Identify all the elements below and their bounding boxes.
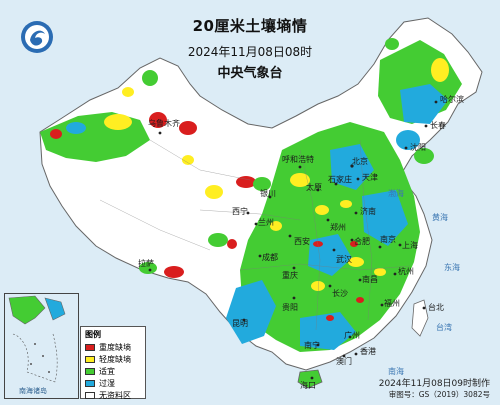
label-lhasa: 拉萨 — [138, 259, 154, 268]
label-xining: 西宁 — [232, 207, 248, 216]
label-hefei: 合肥 — [354, 237, 370, 246]
city-dots — [148, 100, 438, 380]
label-changchun: 长春 — [430, 121, 446, 130]
legend-label-suitable: 适宜 — [99, 366, 115, 376]
label-changsha: 长沙 — [332, 289, 348, 298]
sea-label-taiwan: 台湾 — [436, 323, 452, 332]
label-guiyang: 贵阳 — [282, 303, 298, 312]
issue-time: 2024年11月08日09时制作 — [378, 379, 490, 389]
province-borders — [99, 139, 411, 331]
legend-item-excessive: 过湿 — [85, 377, 141, 389]
map-datetime: 2024年11月08日08时 — [187, 45, 313, 59]
legend-title: 图例 — [85, 330, 101, 339]
inset-map — [8, 295, 66, 383]
hainan-island — [297, 369, 323, 389]
legend-swatch-excessive — [85, 379, 95, 387]
label-shijiazhuang: 石家庄 — [328, 175, 352, 184]
west-plateau-patches — [139, 176, 271, 278]
label-kunming: 昆明 — [232, 319, 248, 328]
legend-item-suitable: 适宜 — [85, 365, 141, 377]
label-chongqing: 重庆 — [282, 271, 298, 280]
label-harbin: 哈尔滨 — [440, 95, 464, 104]
label-wuhan: 武汉 — [336, 255, 352, 264]
map-legend: 图例 重度缺墒 轻度缺墒 适宜 过湿 无资料区 — [80, 326, 146, 401]
legend-label-excessive: 过湿 — [99, 378, 115, 388]
legend-label-heavy-deficit: 重度缺墒 — [99, 342, 131, 352]
map-approval-number: 审图号：GS（2019）3082号 — [388, 390, 490, 399]
legend-swatch-light-deficit — [85, 355, 95, 363]
label-hongkong: 香港 — [360, 347, 376, 356]
legend-label-light-deficit: 轻度缺墒 — [99, 354, 131, 364]
sea-label-south-sea: 南海 — [388, 367, 404, 376]
legend-swatch-suitable — [85, 367, 95, 375]
eastern-china-patches — [226, 122, 420, 352]
sea-label-yellow-sea: 黄海 — [432, 213, 448, 222]
label-shanghai: 上海 — [402, 241, 418, 250]
northwest-patches — [40, 70, 223, 199]
label-nanjing: 南京 — [380, 235, 396, 244]
label-hangzhou: 杭州 — [398, 267, 414, 276]
label-shenyang: 沈阳 — [410, 143, 426, 152]
cma-logo-icon — [21, 21, 53, 53]
legend-label-no-data: 无资料区 — [99, 390, 131, 400]
legend-swatch-heavy-deficit — [85, 343, 95, 351]
legend-item-heavy-deficit: 重度缺墒 — [85, 341, 141, 353]
label-haikou: 海口 — [300, 381, 316, 390]
label-urumqi: 乌鲁木齐 — [148, 119, 180, 128]
legend-item-no-data: 无资料区 — [85, 389, 141, 401]
label-jinan: 济南 — [360, 207, 376, 216]
label-chengdu: 成都 — [262, 253, 278, 262]
sea-label-east-sea: 东海 — [444, 263, 460, 272]
label-lanzhou: 兰州 — [258, 218, 274, 227]
label-yinchuan: 银川 — [260, 189, 276, 198]
label-tianjin: 天津 — [362, 173, 378, 182]
legend-swatch-no-data — [85, 391, 95, 399]
label-nanchang: 南昌 — [362, 275, 378, 284]
label-taiyuan: 太原 — [306, 183, 322, 192]
northeast-patches — [378, 38, 462, 164]
label-guangzhou: 广州 — [344, 331, 360, 340]
south-china-sea-inset: 南海诸岛 — [4, 293, 79, 399]
label-beijing: 北京 — [352, 157, 368, 166]
inset-label: 南海诸岛 — [19, 387, 47, 395]
map-title: 20厘米土壤墒情 — [192, 17, 308, 35]
label-nanning: 南宁 — [304, 341, 320, 350]
label-zhengzhou: 郑州 — [330, 223, 346, 232]
label-xian: 西安 — [294, 237, 310, 246]
label-hohhot: 呼和浩特 — [282, 155, 314, 164]
label-taipei: 台北 — [428, 303, 444, 312]
legend-item-light-deficit: 轻度缺墒 — [85, 353, 141, 365]
sea-label-bohai: 渤海 — [388, 189, 404, 198]
label-fuzhou: 福州 — [384, 299, 400, 308]
map-issuer: 中央气象台 — [217, 66, 283, 81]
label-macau: 澳门 — [336, 357, 352, 366]
